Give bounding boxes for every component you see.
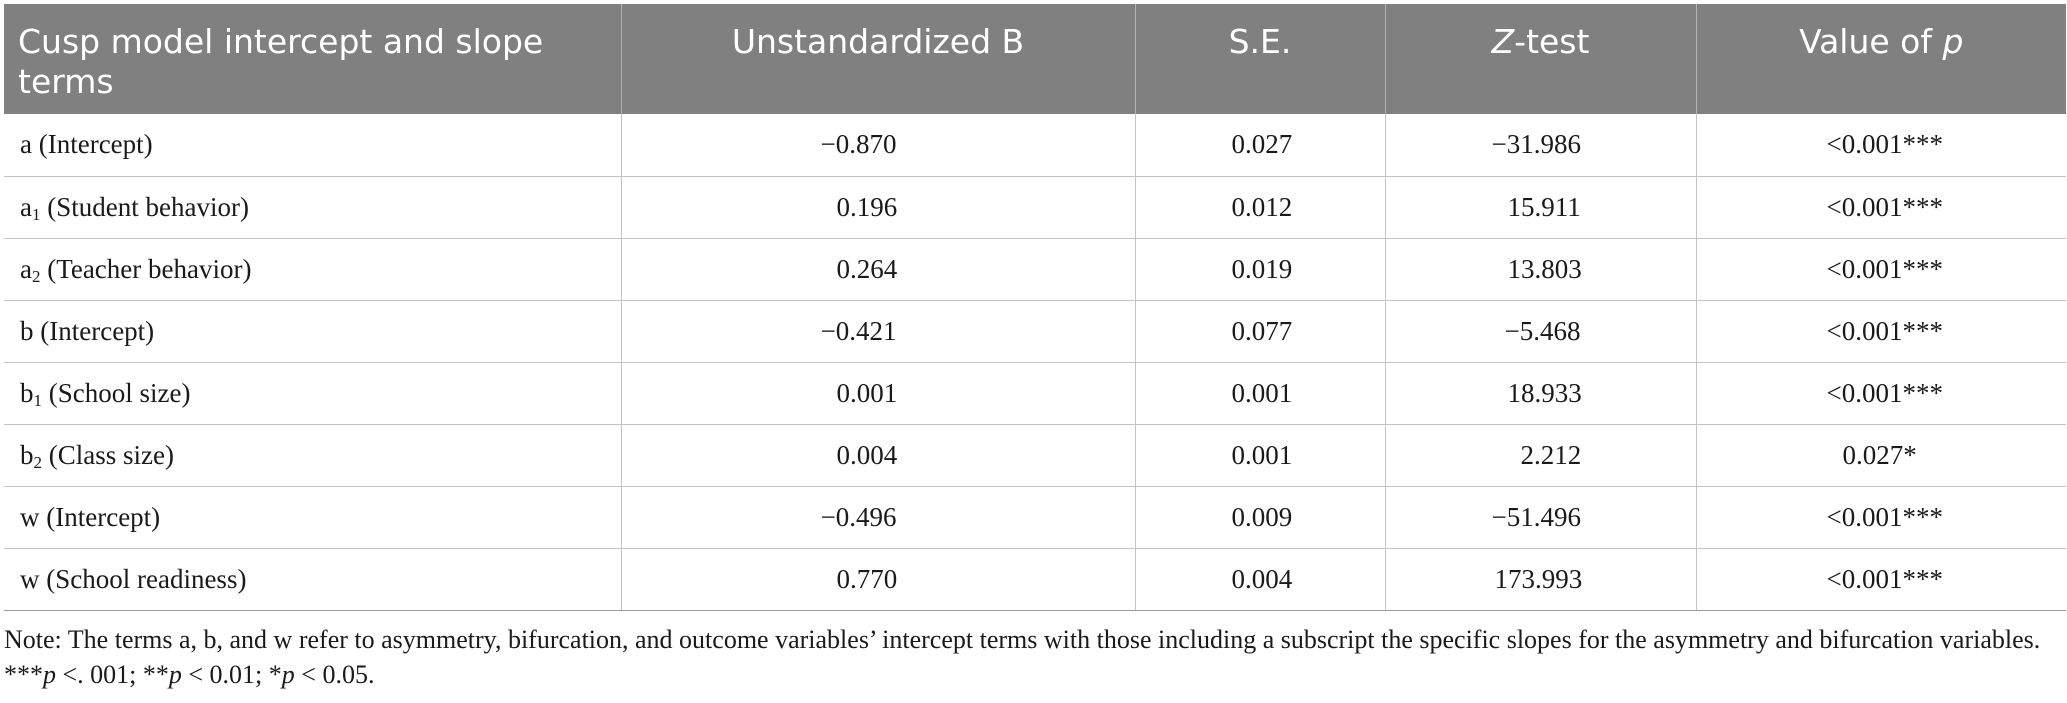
- table-body: a (Intercept) −0.870 0.027 −31.986 <0.001***…: [4, 114, 2066, 611]
- term-cell: w (Intercept): [4, 486, 622, 549]
- table-row: w (Intercept) −0.496 0.009 −51.496 <0.001***: [4, 486, 2066, 549]
- header-z-test: Z-test: [1385, 4, 1697, 114]
- term-subscript: 1: [33, 390, 43, 410]
- z-cell: 18.933: [1385, 362, 1697, 425]
- table-row: b1 (School size) 0.001 0.001 18.933 <0.001**…: [4, 362, 2066, 425]
- term-cell: b (Intercept): [4, 300, 622, 363]
- header-p-italic: p: [1942, 22, 1964, 61]
- se-cell: 0.077: [1135, 300, 1386, 363]
- term-rest: (Teacher behavior): [40, 253, 252, 284]
- z-cell: −5.468: [1385, 300, 1697, 363]
- results-table-container: Cusp model intercept and slope terms Uns…: [4, 4, 2066, 611]
- term-subscript: 1: [31, 204, 41, 224]
- term-cell: a1 (Student behavior): [4, 176, 622, 239]
- header-unstandardized-b: Unstandardized B: [621, 4, 1136, 114]
- note-p2: p: [168, 660, 182, 689]
- b-cell: −0.496: [621, 486, 1136, 549]
- term-label: w (School readiness): [20, 563, 247, 594]
- p-cell: <0.001***: [1696, 486, 2066, 549]
- b-cell: 0.770: [621, 548, 1136, 611]
- p-cell: 0.027*: [1696, 424, 2066, 487]
- b-cell: 0.264: [621, 238, 1136, 301]
- se-cell: 0.027: [1135, 114, 1386, 177]
- header-z-suffix: -test: [1514, 22, 1590, 61]
- term-label: b (Intercept): [20, 315, 155, 346]
- se-cell: 0.019: [1135, 238, 1386, 301]
- p-cell: <0.001***: [1696, 548, 2066, 611]
- table-row: a2 (Teacher behavior) 0.264 0.019 13.803 <0.…: [4, 238, 2066, 301]
- b-cell: 0.004: [621, 424, 1136, 487]
- term-cell: a2 (Teacher behavior): [4, 238, 622, 301]
- p-cell: <0.001***: [1696, 176, 2066, 239]
- term-subscript: 2: [33, 452, 43, 472]
- term-cell: w (School readiness): [4, 548, 622, 611]
- header-z-italic: Z: [1491, 22, 1515, 61]
- se-cell: 0.001: [1135, 362, 1386, 425]
- table-note: Note: The terms a, b, and w refer to asy…: [4, 622, 2044, 692]
- se-cell: 0.001: [1135, 424, 1386, 487]
- header-p-value: Value of p: [1696, 4, 2066, 114]
- header-row: Cusp model intercept and slope terms Uns…: [4, 4, 2066, 114]
- se-cell: 0.009: [1135, 486, 1386, 549]
- table-row: b2 (Class size) 0.004 0.001 2.212 0.027*: [4, 424, 2066, 487]
- cusp-model-table: Cusp model intercept and slope terms Uns…: [4, 4, 2066, 611]
- z-cell: 173.993: [1385, 548, 1697, 611]
- z-cell: −51.496: [1385, 486, 1697, 549]
- note-text: Note: The terms a, b, and w refer to asy…: [4, 625, 2041, 689]
- note-t1: <. 001; **: [56, 660, 169, 689]
- note-p1: p: [43, 660, 56, 689]
- term-subscript: 2: [31, 266, 41, 286]
- b-cell: −0.870: [621, 114, 1136, 177]
- se-cell: 0.004: [1135, 548, 1386, 611]
- header-se: S.E.: [1135, 4, 1386, 114]
- term-rest: (Student behavior): [40, 191, 249, 222]
- term-cell: b1 (School size): [4, 362, 622, 425]
- table-row: a (Intercept) −0.870 0.027 −31.986 <0.001***: [4, 114, 2066, 177]
- b-cell: 0.196: [621, 176, 1136, 239]
- term-label: b: [20, 377, 34, 408]
- z-cell: 15.911: [1385, 176, 1697, 239]
- b-cell: −0.421: [621, 300, 1136, 363]
- z-cell: −31.986: [1385, 114, 1697, 177]
- term-label: a: [20, 253, 32, 284]
- term-label: w (Intercept): [20, 501, 161, 532]
- p-cell: <0.001***: [1696, 300, 2066, 363]
- term-rest: (Class size): [42, 439, 174, 470]
- note-t3: < 0.05.: [294, 660, 375, 689]
- term-label: a: [20, 191, 32, 222]
- term-label: a (Intercept): [20, 129, 153, 160]
- term-cell: b2 (Class size): [4, 424, 622, 487]
- header-p-prefix: Value of: [1799, 22, 1943, 61]
- se-cell: 0.012: [1135, 176, 1386, 239]
- table-row: b (Intercept) −0.421 0.077 −5.468 <0.001***: [4, 300, 2066, 363]
- term-label: b: [20, 439, 34, 470]
- term-rest: (School size): [42, 377, 191, 408]
- table-row: a1 (Student behavior) 0.196 0.012 15.911 <0.…: [4, 176, 2066, 239]
- table-row: w (School readiness) 0.770 0.004 173.993 <0.…: [4, 548, 2066, 611]
- header-term: Cusp model intercept and slope terms: [4, 4, 622, 114]
- p-cell: <0.001***: [1696, 238, 2066, 301]
- z-cell: 2.212: [1385, 424, 1697, 487]
- note-t2: < 0.01; *: [181, 660, 282, 689]
- note-p3: p: [281, 660, 295, 689]
- b-cell: 0.001: [621, 362, 1136, 425]
- p-cell: <0.001***: [1696, 362, 2066, 425]
- z-cell: 13.803: [1385, 238, 1697, 301]
- p-cell: <0.001***: [1696, 114, 2066, 177]
- term-cell: a (Intercept): [4, 114, 622, 177]
